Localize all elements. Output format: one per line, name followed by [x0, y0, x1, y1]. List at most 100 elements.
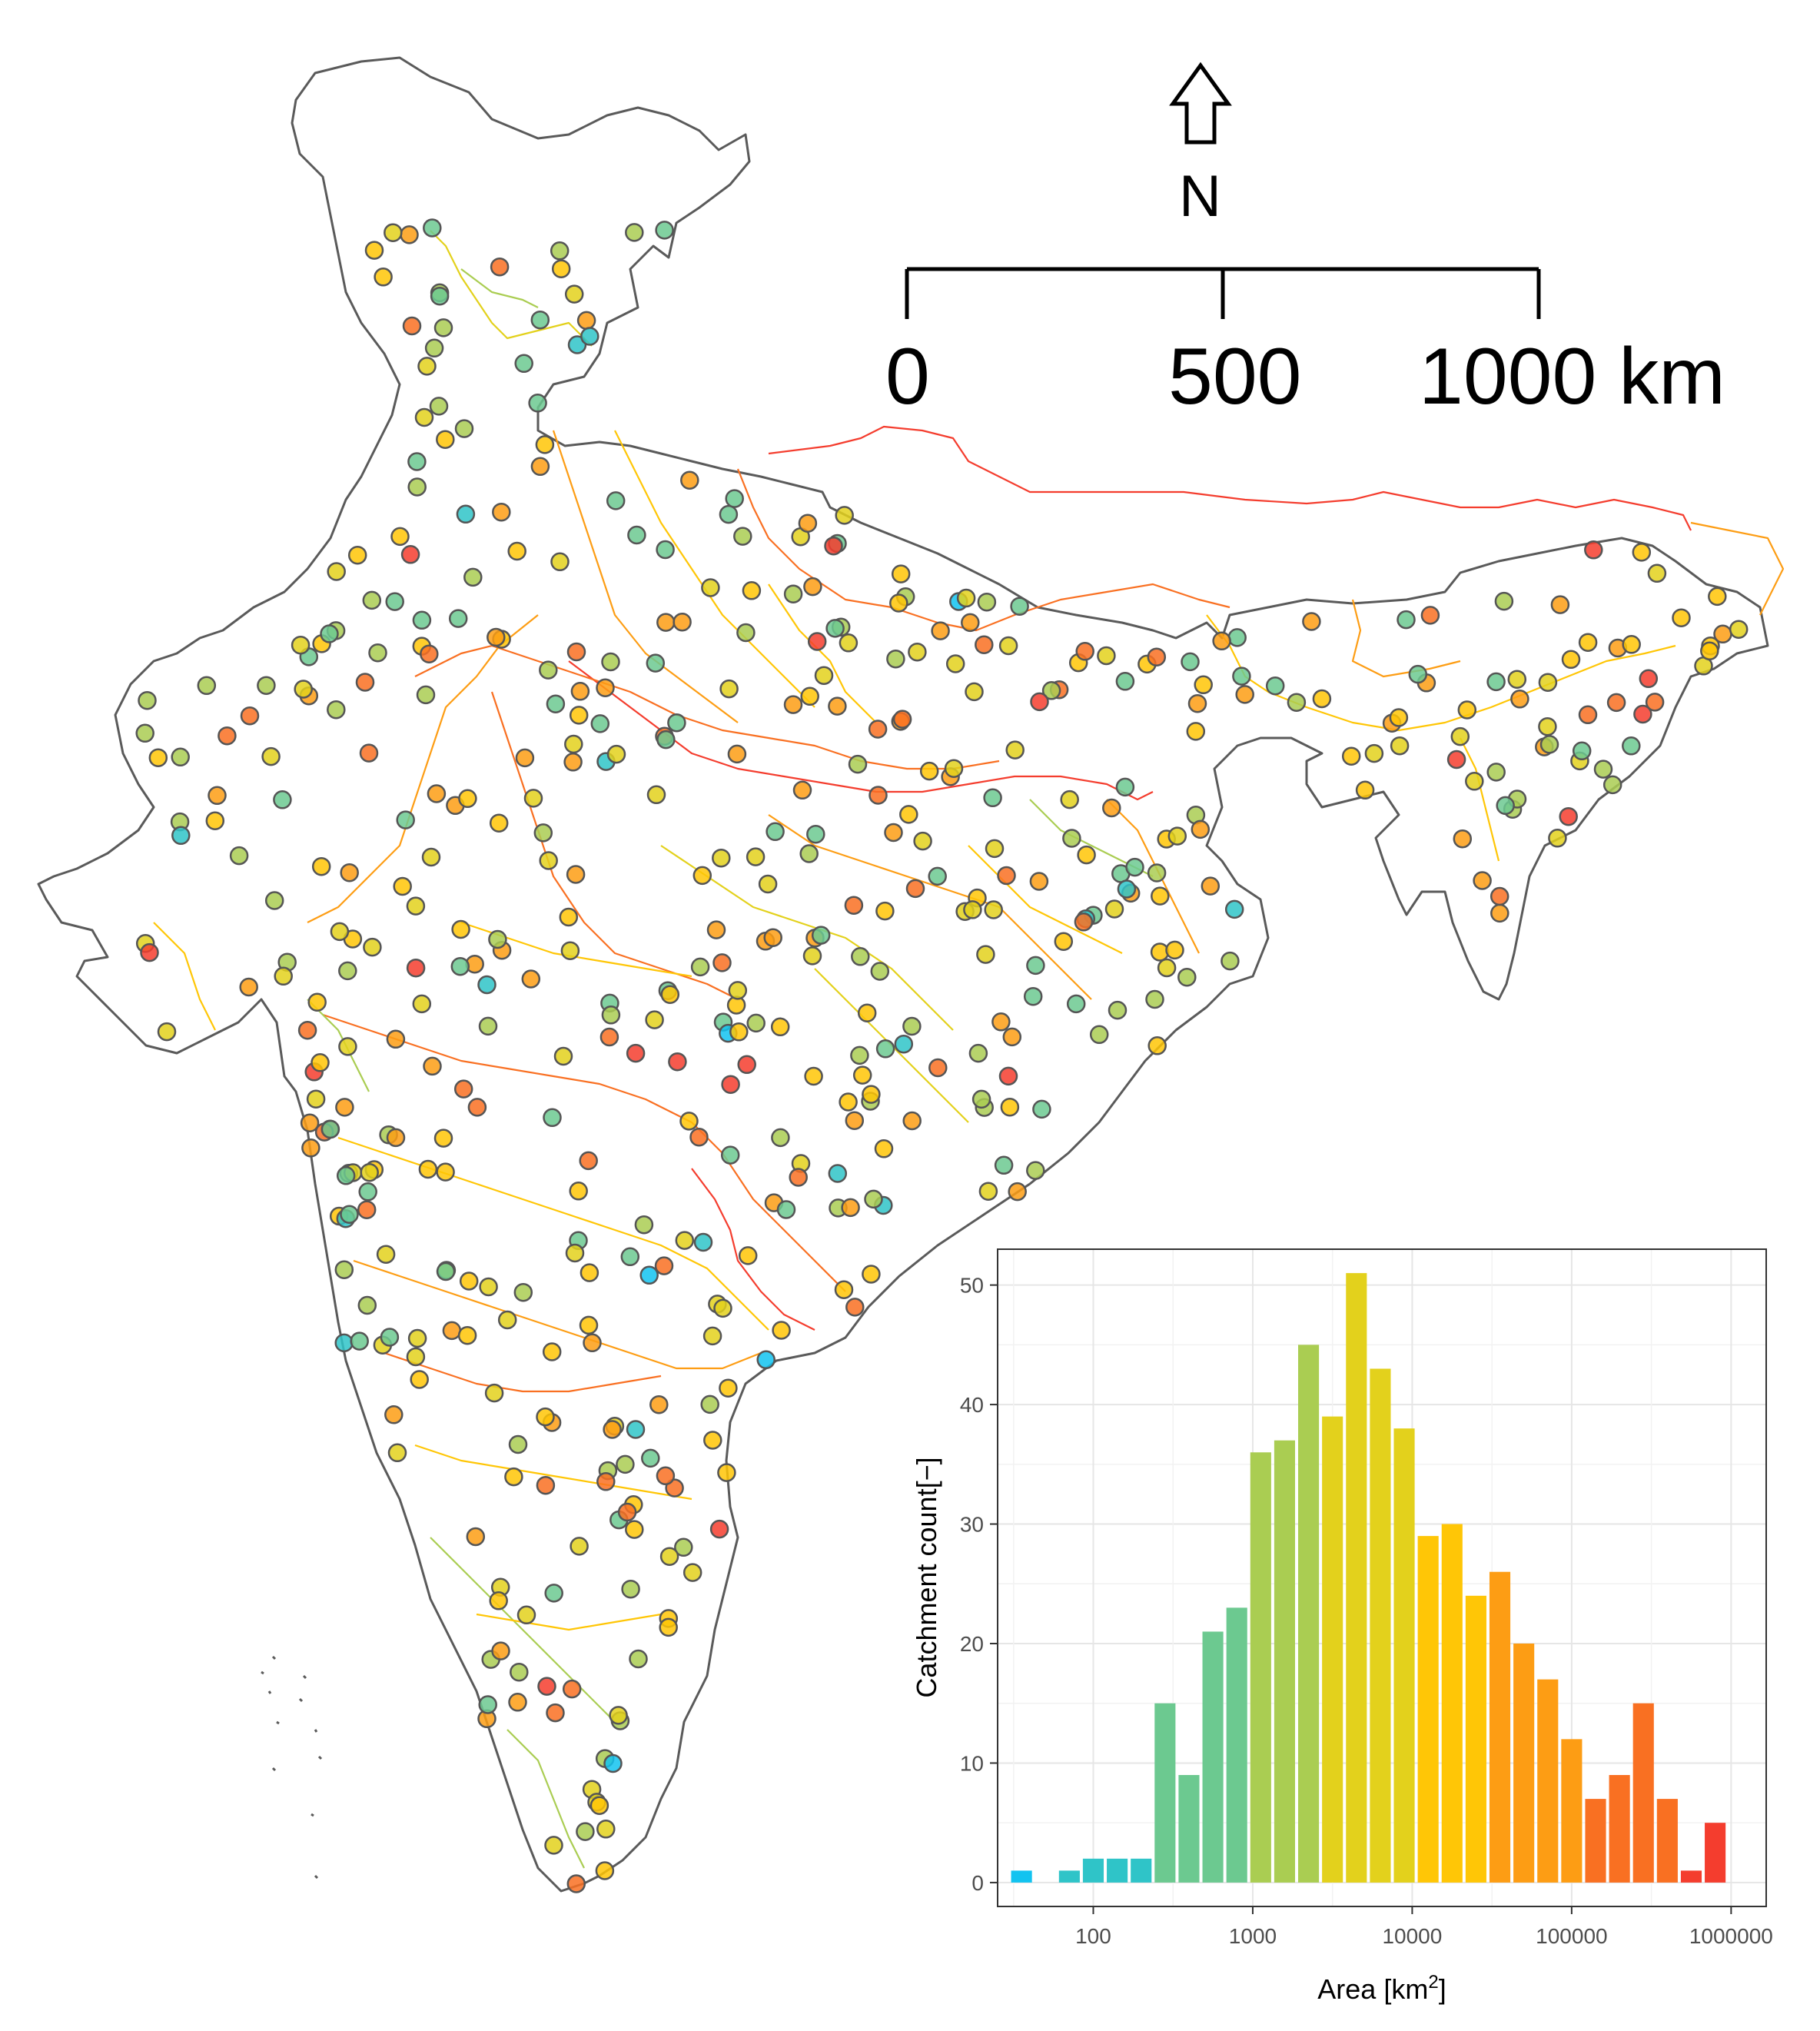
gauging-site: [523, 789, 543, 808]
gauging-site: [347, 545, 367, 565]
gauging-site: [1026, 956, 1045, 976]
gauging-site: [902, 1016, 922, 1036]
gauging-site: [457, 1325, 477, 1345]
gauging-site: [763, 928, 782, 947]
gauging-site: [340, 863, 359, 883]
gauging-site: [229, 846, 249, 866]
gauging-site: [862, 1265, 881, 1284]
gauging-site: [928, 866, 947, 886]
gauging-site: [659, 1617, 678, 1637]
gauging-site: [1181, 652, 1200, 672]
gauging-site: [384, 223, 403, 242]
gauging-site: [659, 1547, 679, 1566]
gauging-site: [407, 1328, 427, 1348]
gauging-site: [257, 676, 276, 695]
gauging-site: [712, 848, 731, 868]
gauging-site: [1265, 676, 1285, 696]
gauging-site: [539, 660, 558, 680]
gauging-site: [1008, 1182, 1027, 1202]
gauging-site: [294, 680, 313, 699]
gauging-site: [453, 1079, 473, 1099]
gauging-site: [427, 784, 447, 803]
gauging-site: [1102, 798, 1121, 818]
gauging-site: [772, 1321, 791, 1340]
gauging-site: [968, 1043, 988, 1063]
gauging-site: [171, 826, 191, 846]
gauging-site: [1496, 796, 1515, 816]
gauging-site: [406, 958, 426, 978]
gauging-site: [616, 1454, 635, 1474]
histogram-bar: [1011, 1870, 1032, 1883]
gauging-site: [336, 1166, 356, 1185]
gauging-site: [1041, 681, 1061, 700]
gauging-site: [521, 969, 541, 989]
gauging-site: [1606, 693, 1626, 713]
gauging-site: [1212, 631, 1231, 651]
gauging-site: [306, 1089, 326, 1109]
gauging-site: [1177, 967, 1197, 987]
gauging-site: [1167, 826, 1187, 846]
gauging-site: [601, 1006, 621, 1025]
gauging-site: [1145, 989, 1164, 1009]
gauging-site: [719, 1378, 738, 1398]
gauging-site: [1312, 689, 1332, 709]
gauging-site: [721, 1075, 740, 1094]
gauging-site: [1708, 587, 1727, 607]
x-tick-label: 1000000: [1689, 1924, 1773, 1948]
gauging-site: [566, 642, 586, 662]
gauging-site: [1602, 775, 1622, 795]
gauging-site: [559, 907, 579, 927]
gauging-site: [1157, 958, 1177, 978]
gauging-site: [335, 1098, 354, 1117]
gauging-site: [358, 1182, 377, 1202]
gauging-site: [656, 540, 675, 560]
gauging-site: [218, 726, 237, 746]
gauging-site: [668, 1052, 687, 1072]
gauging-site: [1490, 903, 1509, 923]
gauging-site: [771, 1128, 790, 1148]
gauging-site: [360, 1162, 379, 1182]
gauging-site: [386, 1128, 406, 1148]
x-axis-ticks: 100 1000 10000 100000 1000000: [1075, 1906, 1773, 1948]
histogram-bar: [1370, 1368, 1391, 1883]
gauging-site: [899, 805, 918, 824]
gauging-site: [338, 961, 357, 981]
y-tick-label: 50: [960, 1274, 984, 1298]
gauging-site: [590, 1796, 609, 1815]
gauging-site: [776, 1200, 796, 1219]
gauging-site: [477, 975, 497, 995]
gauging-site: [852, 1065, 872, 1085]
gauging-site: [334, 1260, 354, 1279]
gauging-site: [617, 1502, 637, 1522]
gauging-site: [357, 1295, 377, 1315]
histogram-bar: [1226, 1607, 1247, 1883]
gauging-site: [649, 1394, 669, 1414]
gauging-site: [1005, 740, 1025, 760]
gauging-site: [537, 1677, 556, 1696]
gauging-site: [569, 706, 589, 725]
gauging-site: [264, 891, 284, 910]
gauging-site: [706, 920, 726, 939]
gauging-site: [488, 929, 507, 949]
gauging-site: [595, 1861, 615, 1880]
gauging-site: [454, 419, 474, 438]
gauging-site: [798, 514, 818, 533]
gauging-site: [564, 734, 583, 754]
gauging-site: [994, 1155, 1014, 1175]
gauging-site: [514, 354, 533, 374]
gauging-site: [1578, 705, 1598, 725]
gauging-site: [467, 1098, 487, 1117]
gauging-site: [544, 1836, 563, 1855]
histogram-bar: [1489, 1571, 1511, 1883]
gauging-site: [675, 1231, 695, 1250]
gauging-site: [609, 1706, 628, 1725]
histogram-bar: [1585, 1799, 1606, 1883]
gauging-site: [456, 504, 476, 524]
gauging-site: [362, 590, 382, 610]
gauging-site: [713, 1298, 732, 1318]
gauging-site: [148, 748, 168, 767]
gauging-site: [857, 1003, 877, 1022]
histogram-bar: [1609, 1775, 1630, 1883]
histogram-bar: [1178, 1775, 1200, 1883]
gauging-site: [1453, 829, 1473, 849]
